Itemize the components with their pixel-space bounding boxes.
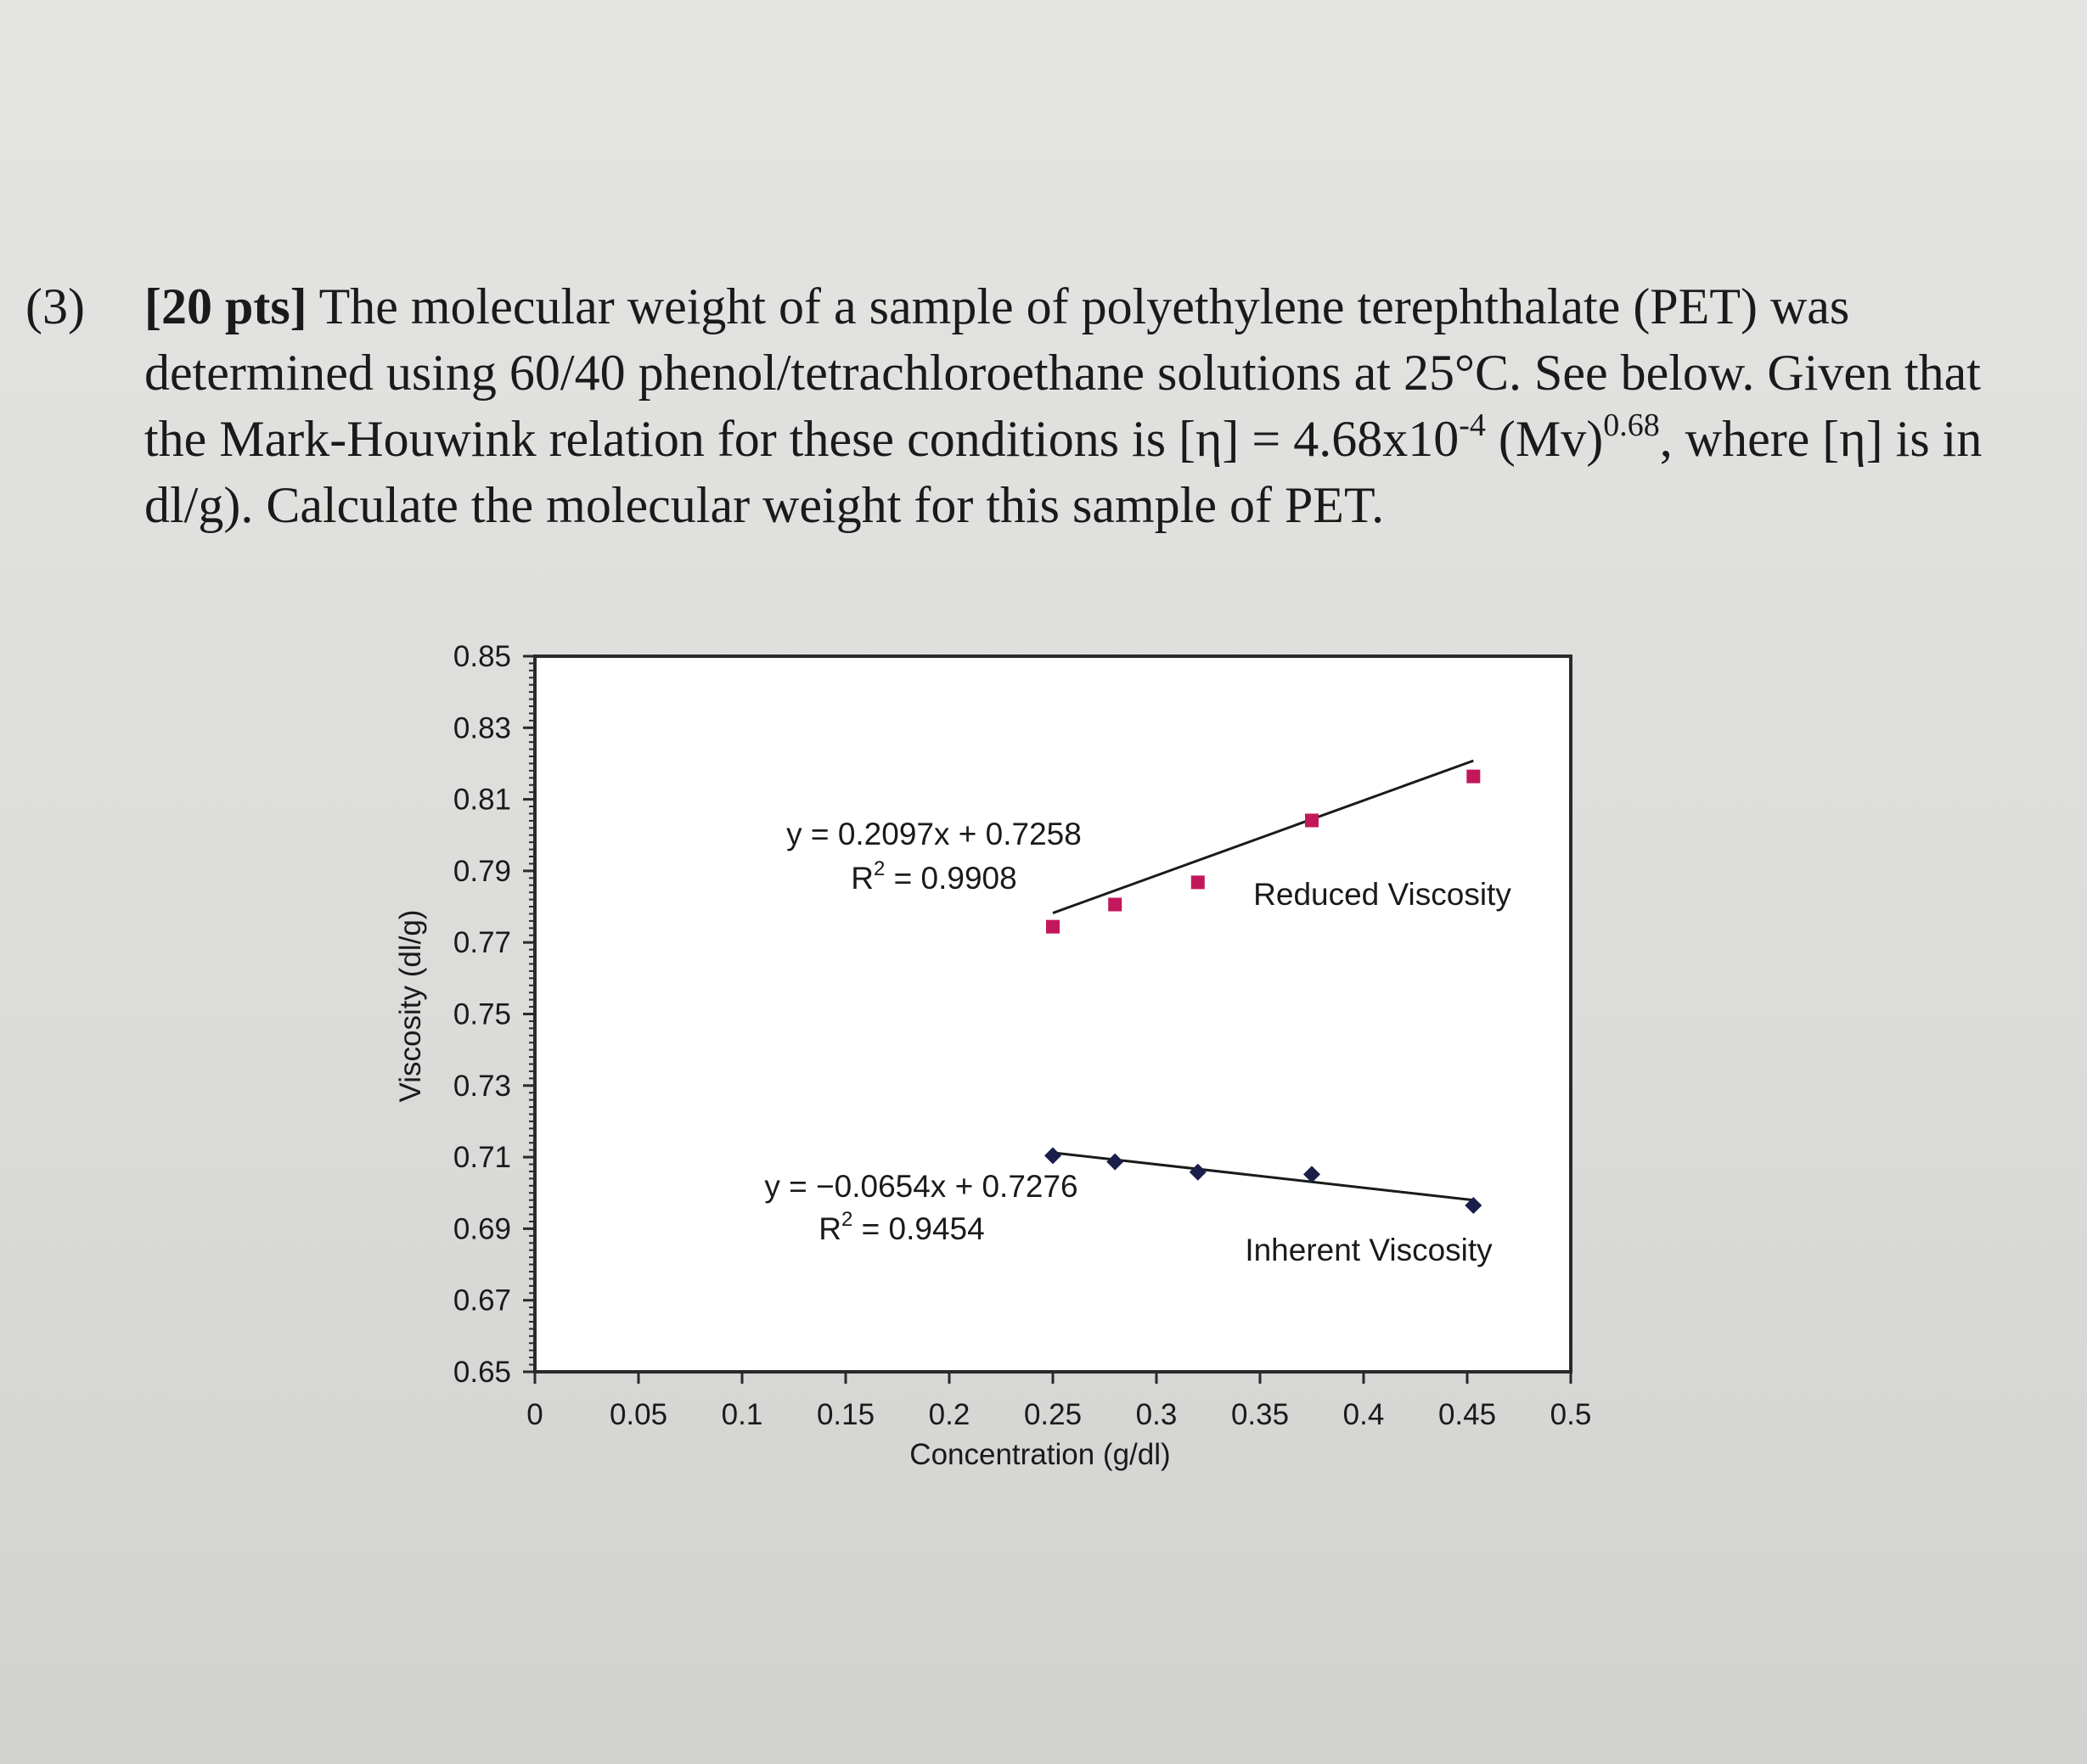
reduced-data-point [1108, 897, 1122, 912]
reduced-r2-label: R [851, 861, 874, 896]
y-tick-label: 0.65 [453, 1356, 511, 1389]
inherent-r2-label: R [818, 1211, 841, 1246]
inherent-data-point [1189, 1163, 1207, 1181]
problem-text-3: , where [η] is in dl/g). Calculate the m… [144, 411, 1983, 533]
x-tick-label: 0.45 [1438, 1398, 1496, 1431]
points-label: [20 pts] [144, 278, 307, 334]
inherent-r2-sup: 2 [841, 1208, 852, 1231]
reduced-r2-value: = 0.9908 [885, 861, 1016, 896]
inherent-series-label: Inherent Viscosity [1245, 1233, 1493, 1267]
x-tick-label: 0.25 [1024, 1398, 1082, 1431]
problem-number: (3) [25, 278, 85, 334]
reduced-data-point [1190, 875, 1205, 890]
plot-border [533, 654, 1572, 1374]
y-tick-label: 0.83 [453, 711, 511, 744]
x-tick-label: 0 [526, 1398, 543, 1431]
plot-area [535, 656, 1571, 1372]
y-tick-label: 0.69 [453, 1212, 511, 1245]
x-tick-label: 0.1 [722, 1398, 763, 1431]
problem-exponent-1: -4 [1459, 407, 1486, 443]
x-tick-label: 0.05 [610, 1398, 667, 1431]
x-tick-label: 0.2 [929, 1398, 970, 1431]
y-tick-label: 0.73 [453, 1070, 511, 1103]
inherent-r2: R2 = 0.9454 [818, 1208, 984, 1246]
x-tick-label: 0.3 [1136, 1398, 1178, 1431]
x-tick-label: 0.4 [1343, 1398, 1385, 1431]
x-tick-label: 0.35 [1231, 1398, 1289, 1431]
y-tick-label: 0.81 [453, 784, 511, 817]
x-tick-label: 0.15 [817, 1398, 875, 1431]
problem-exponent-2: 0.68 [1603, 407, 1660, 443]
inherent-equation: y = −0.0654x + 0.7276 [764, 1169, 1077, 1204]
x-axis-title: Concentration (g/dl) [909, 1438, 1170, 1471]
y-tick-label: 0.71 [453, 1141, 511, 1174]
problem-text-2: (Mv) [1485, 411, 1604, 467]
inherent-r2-value: = 0.9454 [852, 1211, 984, 1246]
reduced-data-point [1305, 813, 1319, 828]
y-tick-label: 0.77 [453, 926, 511, 959]
reduced-series-label: Reduced Viscosity [1253, 877, 1511, 912]
inherent-data-point [1303, 1166, 1320, 1183]
x-tick-label: 0.5 [1550, 1398, 1592, 1431]
y-tick-label: 0.79 [453, 855, 511, 888]
problem-paragraph: [20 pts] The molecular weight of a sampl… [144, 273, 2055, 538]
y-tick-label: 0.67 [453, 1284, 511, 1317]
reduced-equation: y = 0.2097x + 0.7258 [786, 817, 1082, 851]
y-axis-title: Viscosity (dl/g) [394, 910, 427, 1103]
y-tick-label: 0.85 [453, 640, 511, 673]
trendline-series-0 [1052, 759, 1474, 914]
inherent-data-point [1106, 1153, 1124, 1171]
inherent-data-point [1465, 1197, 1482, 1215]
problem-text-1: The molecular weight of a sample of poly… [144, 278, 1981, 467]
reduced-data-point [1046, 919, 1060, 934]
trendline-series-1 [1052, 1151, 1474, 1202]
inherent-data-point [1044, 1147, 1061, 1165]
y-tick-label: 0.75 [453, 998, 511, 1031]
reduced-r2-sup: 2 [874, 857, 885, 880]
reduced-r2: R2 = 0.9908 [851, 857, 1016, 896]
reduced-data-point [1466, 769, 1481, 784]
